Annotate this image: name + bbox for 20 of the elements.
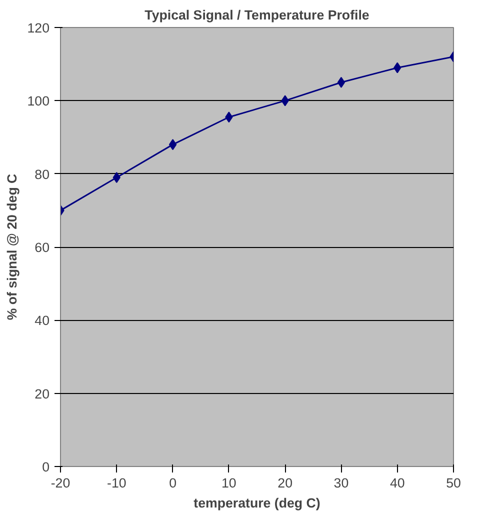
y-tick-label: 80 bbox=[34, 166, 50, 182]
y-tick-label: 40 bbox=[34, 313, 50, 328]
point bbox=[337, 76, 346, 88]
y-tick-label: 120 bbox=[27, 20, 50, 36]
y-tick-label: 20 bbox=[34, 386, 50, 402]
x-axis-title: temperature (deg C) bbox=[194, 496, 320, 510]
x-tick-label: 20 bbox=[278, 476, 292, 490]
y-tick-label: 100 bbox=[27, 94, 50, 109]
y-axis-title: % of signal @ 20 deg C bbox=[4, 173, 20, 320]
y-tick-label: 0 bbox=[42, 460, 50, 474]
x-tick-label: 50 bbox=[446, 476, 461, 490]
x-tick-label: -20 bbox=[50, 476, 70, 490]
x-tick-label: -10 bbox=[107, 476, 126, 490]
x-tick-label: 10 bbox=[222, 476, 236, 490]
x-tick-label: 40 bbox=[390, 476, 405, 490]
y-tick-label: 60 bbox=[34, 240, 50, 255]
x-tick-label: 0 bbox=[169, 476, 176, 490]
x-tick-label: 30 bbox=[334, 476, 349, 490]
chart-title: Typical Signal / Temperature Profile bbox=[144, 8, 370, 22]
point bbox=[168, 139, 177, 150]
